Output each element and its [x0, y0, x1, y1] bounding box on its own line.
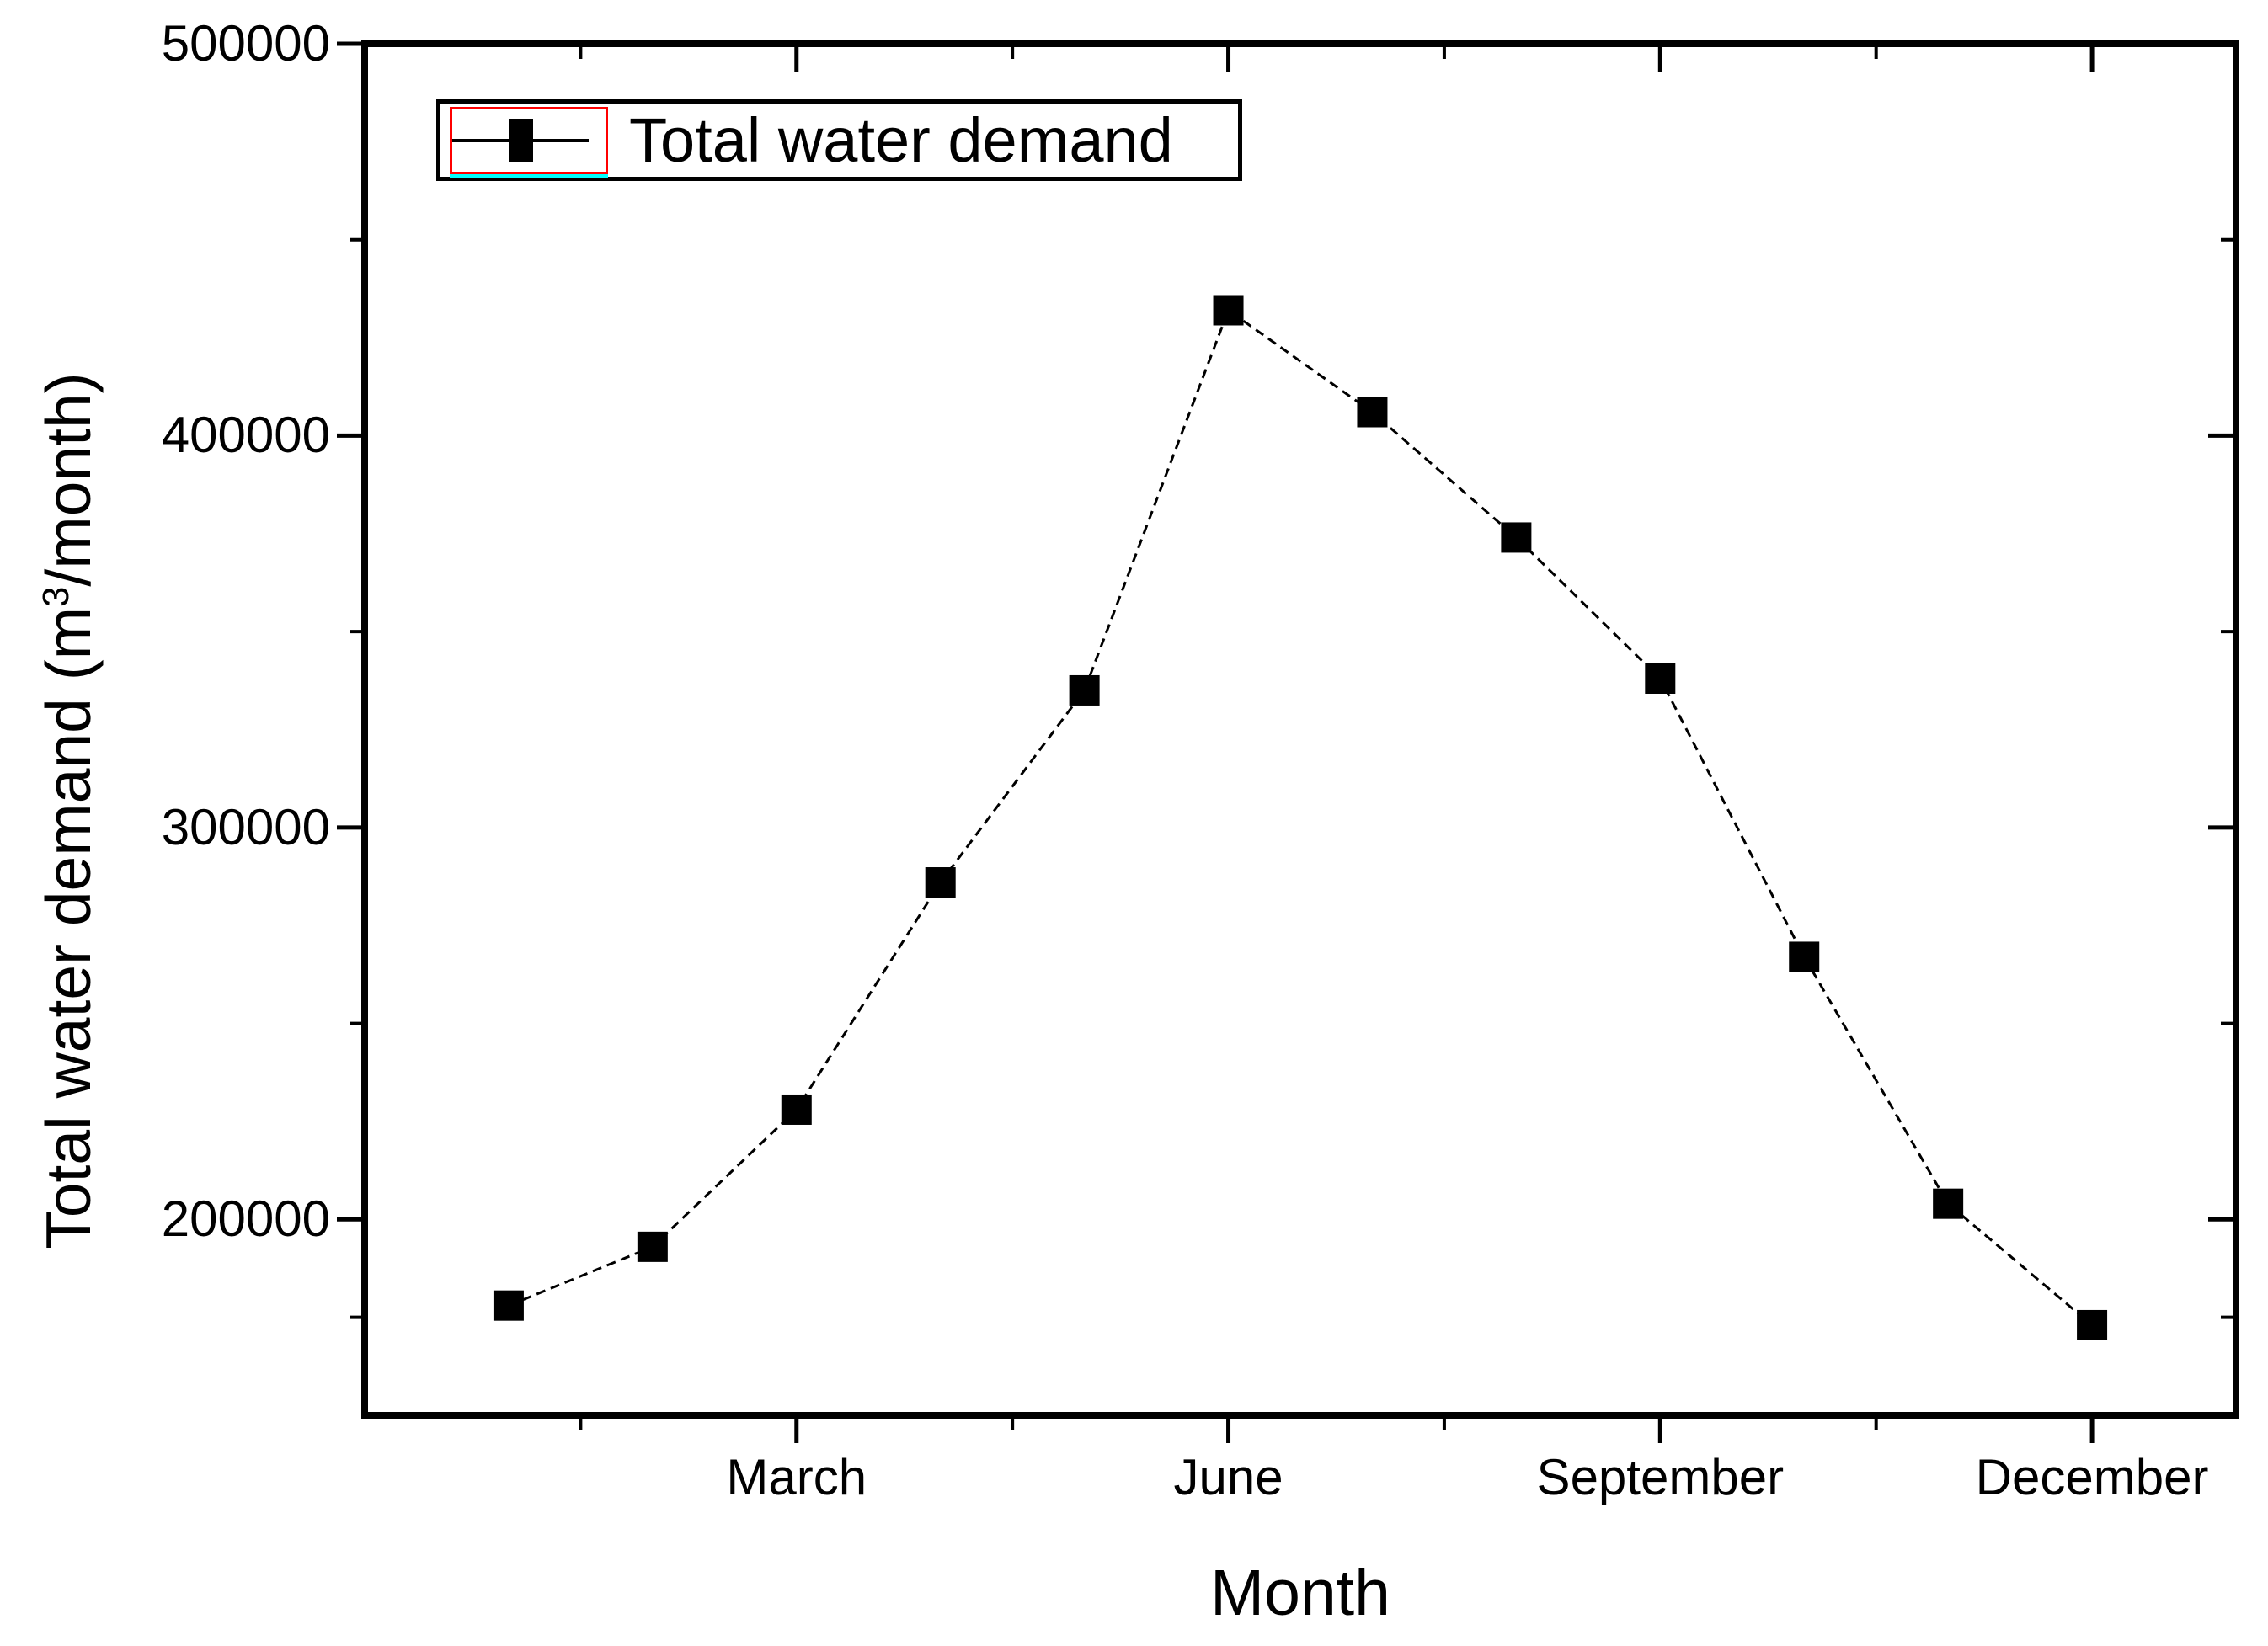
x-tick-label-september: September [1536, 1449, 1785, 1505]
legend-entry-label: Total water demand [629, 105, 1173, 175]
y-axis-title-text: Total water demand (m [33, 606, 104, 1249]
x-tick-label-june: June [1173, 1449, 1283, 1505]
data-point-june [1213, 295, 1244, 326]
y-axis-title-superscript: 3 [36, 586, 77, 607]
legend-selection-box [450, 107, 608, 174]
data-point-may [1069, 674, 1100, 706]
legend-selection-underline [450, 174, 608, 178]
y-tick-label-200000: 200000 [161, 1191, 330, 1248]
x-tick-label-december: December [1975, 1449, 2209, 1505]
data-point-march [781, 1094, 812, 1125]
data-point-january [493, 1290, 524, 1321]
legend-line-marker-icon [452, 119, 589, 162]
y-tick-label-300000: 300000 [161, 798, 330, 855]
y-axis-title-unit: /month) [33, 372, 104, 587]
data-point-october [1789, 941, 1820, 972]
x-tick-label-march: March [726, 1449, 867, 1505]
data-point-september [1645, 663, 1676, 694]
y-tick-label-500000: 500000 [161, 15, 330, 72]
data-point-april [925, 867, 956, 898]
series-line [508, 308, 2094, 1327]
legend[interactable]: Total water demand [436, 99, 1242, 181]
x-axis-title: Month [1209, 1557, 1390, 1629]
plot-frame [361, 40, 2239, 1419]
data-point-december [2077, 1309, 2108, 1340]
y-axis-title: Total water demand (m3/month) [31, 280, 109, 1341]
data-point-november [1933, 1188, 1964, 1219]
data-point-february [637, 1231, 668, 1262]
y-tick-label-400000: 400000 [161, 407, 330, 464]
data-point-august [1501, 522, 1532, 553]
data-point-july [1357, 397, 1388, 428]
